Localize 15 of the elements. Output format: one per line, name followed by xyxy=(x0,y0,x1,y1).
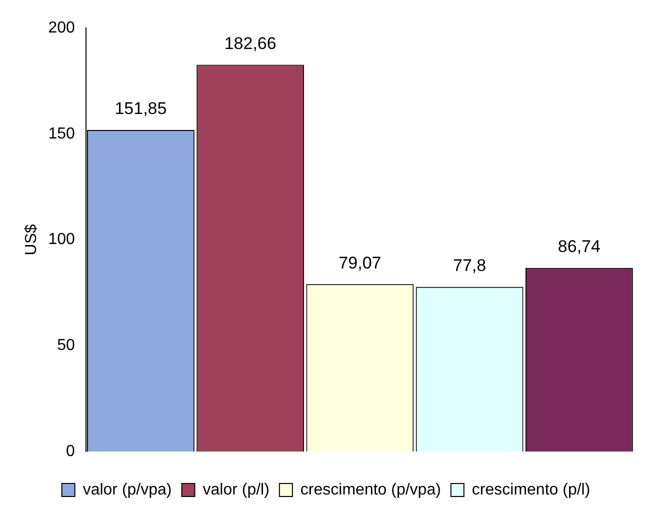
y-tick-label: 150 xyxy=(48,125,75,142)
y-axis-title: US$ xyxy=(23,224,40,256)
data-label: 151,85 xyxy=(114,99,167,118)
legend-label: valor (p/vpa) xyxy=(82,481,172,498)
legend-label: crescimento (p/vpa) xyxy=(300,481,441,498)
y-tick-label: 50 xyxy=(57,337,75,354)
data-label: 77,8 xyxy=(453,256,486,276)
legend-label: crescimento (p/l) xyxy=(472,481,590,498)
y-tick-label: 200 xyxy=(48,19,75,36)
y-tick-label: 100 xyxy=(48,231,75,248)
data-label: 86,74 xyxy=(558,237,600,256)
y-tick-label: 0 xyxy=(66,443,75,460)
data-label: 79,07 xyxy=(338,253,382,272)
data-label: 182,66 xyxy=(224,34,276,53)
legend-label: valor (p/l) xyxy=(202,481,270,498)
